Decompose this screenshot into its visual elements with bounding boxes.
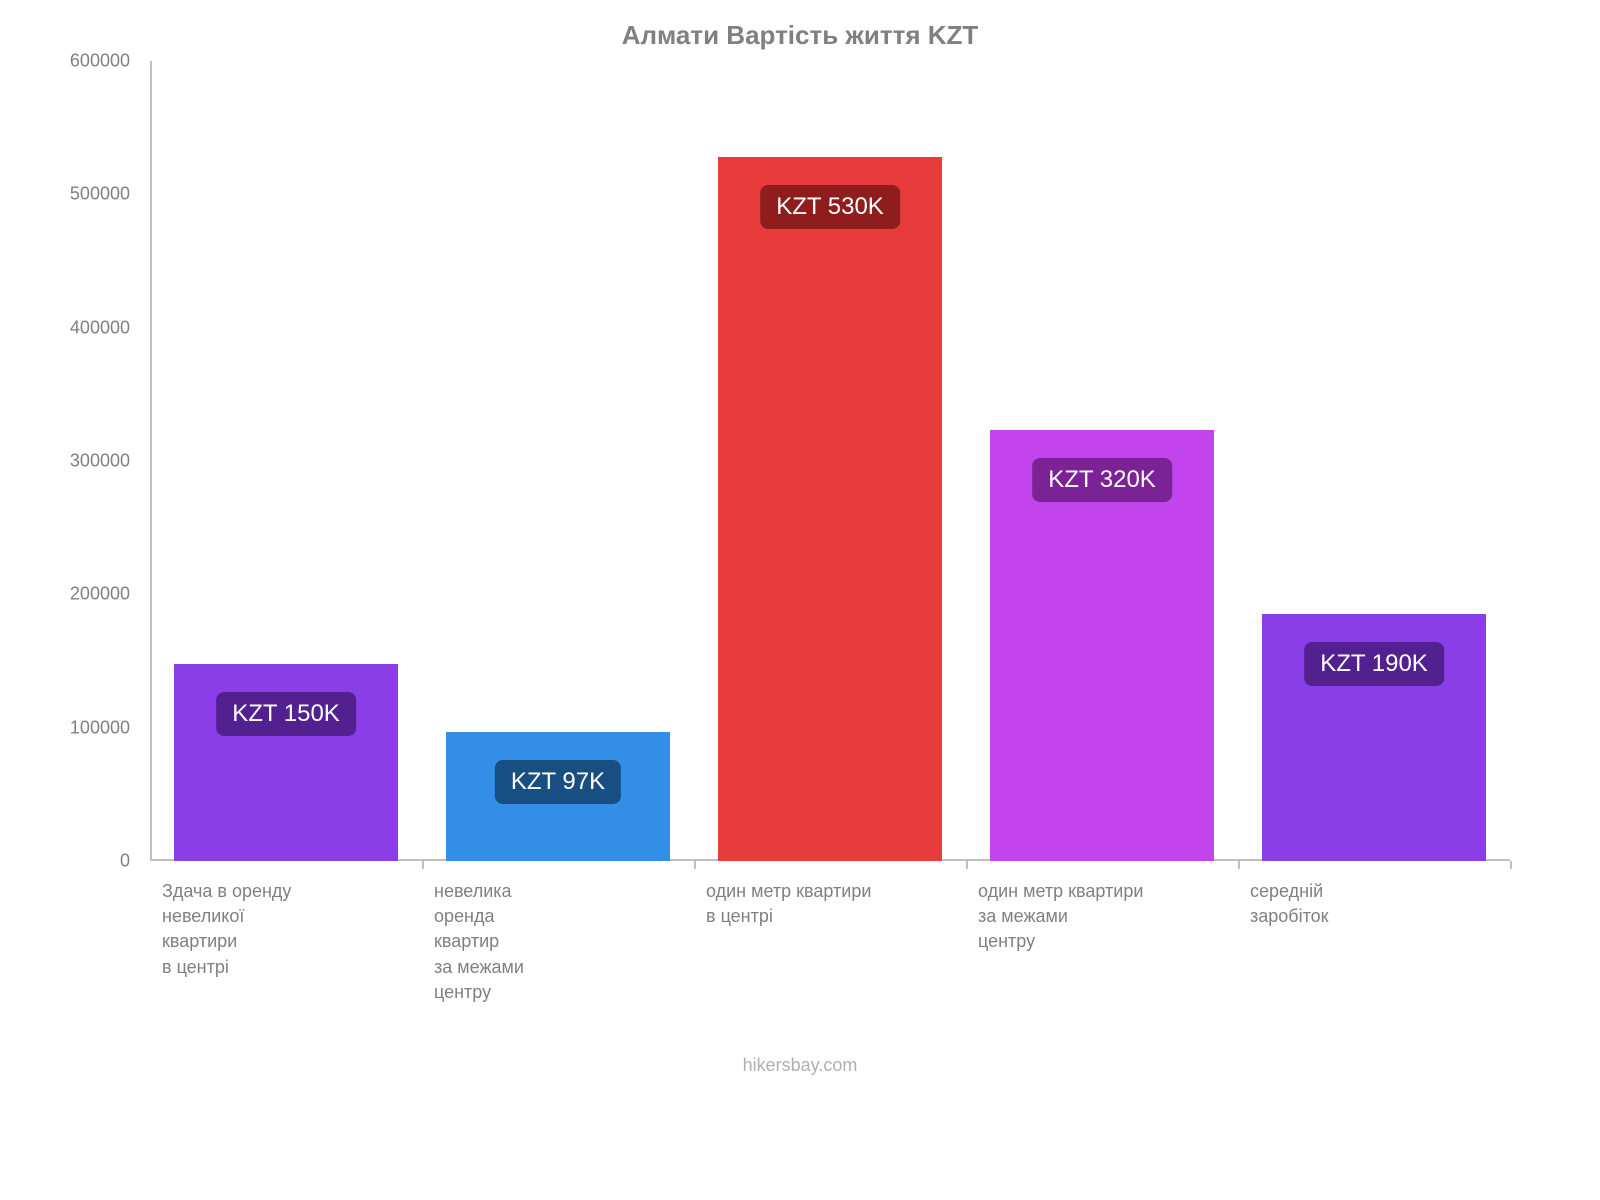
- bar-slot: KZT 530K: [694, 61, 966, 861]
- bars-group: KZT 150K KZT 97K KZT 530K KZT 320K KZT 190K: [150, 61, 1510, 861]
- plot-area: 0100000200000300000400000500000600000 KZ…: [150, 61, 1510, 861]
- x-axis-label: один метр квартири в центрі: [694, 879, 966, 1005]
- chart-title: Алмати Вартість життя KZT: [60, 20, 1540, 51]
- x-tick-mark: [1238, 861, 1240, 869]
- bar: KZT 150K: [174, 664, 397, 861]
- x-axis-label: один метр квартири за межами центру: [966, 879, 1238, 1005]
- x-axis-label: середній заробіток: [1238, 879, 1510, 1005]
- bar-value-badge: KZT 530K: [760, 185, 900, 229]
- y-tick-label: 0: [60, 851, 130, 872]
- y-tick-label: 600000: [60, 51, 130, 72]
- bar: KZT 530K: [718, 157, 941, 861]
- y-tick-label: 500000: [60, 184, 130, 205]
- x-axis-label: Здача в оренду невеликої квартири в цент…: [150, 879, 422, 1005]
- x-axis-labels: Здача в оренду невеликої квартири в цент…: [150, 879, 1510, 1005]
- y-tick-label: 100000: [60, 717, 130, 738]
- y-tick-label: 300000: [60, 451, 130, 472]
- bar-value-badge: KZT 320K: [1032, 458, 1172, 502]
- bar-slot: KZT 190K: [1238, 61, 1510, 861]
- x-tick-mark: [1510, 861, 1512, 869]
- x-axis-label: невелика оренда квартир за межами центру: [422, 879, 694, 1005]
- x-tick-mark: [966, 861, 968, 869]
- y-axis: 0100000200000300000400000500000600000: [60, 61, 140, 861]
- chart-footer: hikersbay.com: [60, 1055, 1540, 1076]
- bar-slot: KZT 320K: [966, 61, 1238, 861]
- y-tick-label: 400000: [60, 317, 130, 338]
- bar-slot: KZT 97K: [422, 61, 694, 861]
- bar-slot: KZT 150K: [150, 61, 422, 861]
- bar-value-badge: KZT 190K: [1304, 642, 1444, 686]
- bar-value-badge: KZT 150K: [216, 692, 356, 736]
- x-tick-mark: [422, 861, 424, 869]
- bar-value-badge: KZT 97K: [495, 760, 621, 804]
- bar: KZT 97K: [446, 732, 669, 861]
- bar: KZT 190K: [1262, 614, 1485, 861]
- x-tick-mark: [694, 861, 696, 869]
- chart-container: Алмати Вартість життя KZT 01000002000003…: [60, 20, 1540, 1120]
- y-tick-label: 200000: [60, 584, 130, 605]
- bar: KZT 320K: [990, 430, 1213, 861]
